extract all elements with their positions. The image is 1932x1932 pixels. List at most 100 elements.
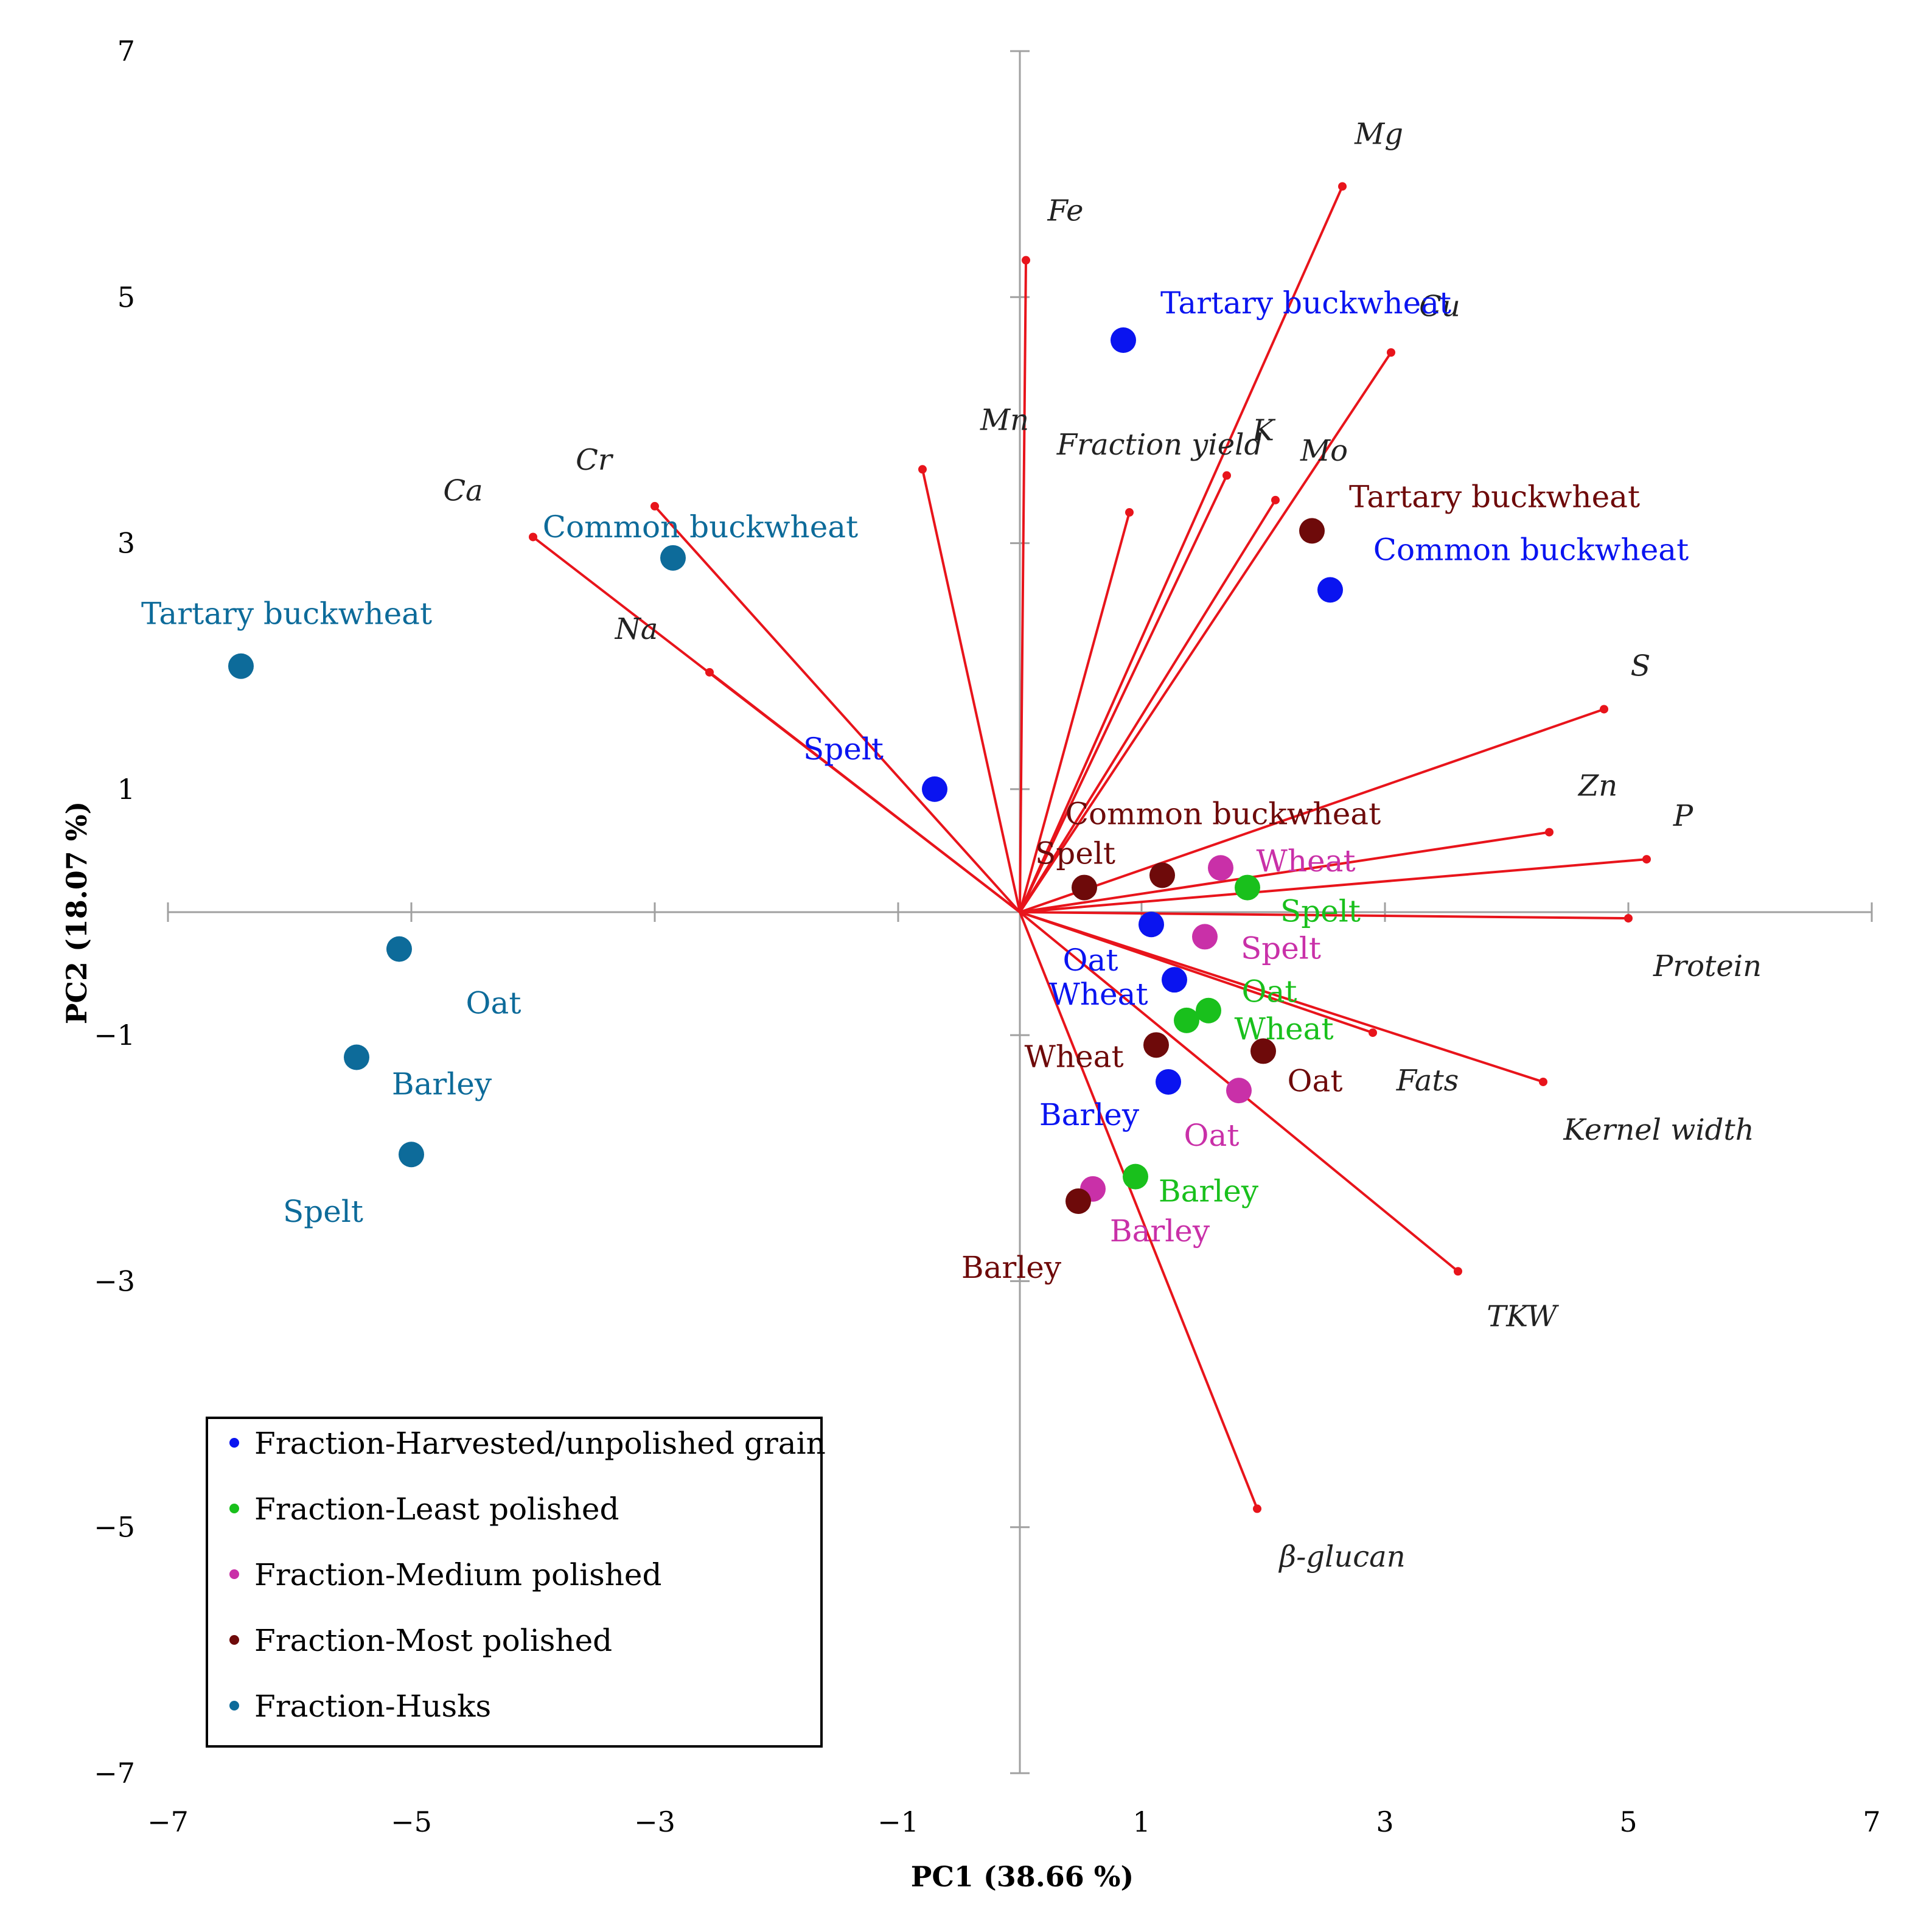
score-point-label: Common buckwheat [543,509,858,545]
x-tick-label: 7 [1863,1805,1880,1838]
score-point-label: Oat [466,986,521,1021]
score-point [1123,1164,1148,1190]
loading-label: Mo [1300,434,1348,468]
legend-marker [229,1701,239,1711]
legend-entry: Fraction-Most polished [254,1623,612,1658]
loading-label: Zn [1577,769,1617,803]
loading-tip [1222,471,1231,480]
loading-tip [1642,855,1651,863]
x-tick-label: −1 [877,1805,919,1838]
loading-tip [1338,182,1347,190]
loading-label: Protein [1653,949,1762,983]
loading-tip [705,668,714,677]
loading-tip [1454,1267,1462,1275]
loading-label: Ca [443,473,483,507]
loading-vector [655,506,1020,912]
y-tick-label: −5 [94,1511,135,1544]
score-points: Tartary buckwheat Common buckwheat Spelt Oa… [141,285,1689,1285]
loading-vector [710,672,1020,912]
score-point-label: Spelt [803,731,884,767]
loading-label: K [1252,413,1276,447]
loading-tip [1624,914,1633,922]
score-point [1156,1069,1181,1095]
loading-label: S [1631,649,1651,683]
loading-vector [922,469,1020,912]
score-point-label: Barley [392,1067,492,1102]
legend-entry: Fraction-Husks [254,1689,491,1724]
biplot-chart: −7 −5 −3 −1 1 3 5 77531−1−3−5−7 PC1 (38.66 %) P… [0,0,1932,1932]
score-point-label: Tartary buckwheat [141,596,432,632]
score-point-label: Oat [1063,943,1118,978]
loading-label: Na [615,612,658,646]
score-point-label: Tartary buckwheat [1349,479,1640,514]
score-point [1317,577,1343,602]
score-point-label: Wheat [1024,1039,1123,1074]
loading-tip [918,465,927,473]
score-point [1139,912,1164,937]
score-point [386,936,412,962]
loading-tip [1600,705,1608,713]
score-point [1192,924,1218,949]
score-point-label: Common buckwheat [1065,796,1381,831]
loading-label: Kernel width [1563,1113,1754,1147]
score-point [1149,862,1175,888]
score-point-label: Barley [1039,1097,1140,1132]
score-point-label: Barley [961,1250,1062,1285]
loading-tip [1253,1504,1261,1513]
loading-label: β-glucan [1278,1540,1405,1574]
score-point-label: Barley [1110,1213,1210,1249]
loading-tip [1539,1078,1547,1086]
x-tick-label: 3 [1376,1805,1393,1838]
score-point-label: Spelt [1035,836,1115,871]
loading-tip [1545,828,1554,837]
score-point-label: Wheat [1048,977,1148,1012]
y-axis-title: PC2 (18.07 %) [60,801,93,1025]
legend-marker [229,1635,239,1645]
legend-marker [229,1438,239,1448]
y-tick-label: 7 [117,35,135,68]
loading-label: Fats [1396,1064,1459,1098]
score-point [1111,327,1136,353]
loading-label: Cr [576,443,614,477]
loading-label: Mg [1354,117,1403,151]
legend-entry: Fraction-Harvested/unpolished grain [254,1426,826,1461]
score-point-label: Tartary buckwheat [1160,285,1451,321]
score-point-label: Spelt [1280,894,1361,929]
score-point-label: Wheat [1234,1011,1333,1047]
x-tick-label: 5 [1619,1805,1637,1838]
score-point [1174,1008,1199,1033]
loading-tip [1271,496,1280,504]
score-point [1250,1038,1276,1064]
loading-tip [1369,1028,1377,1037]
score-point-label: Oat [1184,1118,1240,1153]
legend-marker [229,1569,239,1579]
score-point [660,545,686,571]
y-tick-label: −1 [94,1019,135,1051]
loading-label: Fe [1047,194,1083,228]
x-tick-label: −7 [147,1805,189,1838]
x-tick-label: −5 [391,1805,432,1838]
score-point [1065,1188,1091,1214]
score-point-label: Barley [1159,1174,1259,1209]
score-point-label: Oat [1242,974,1297,1010]
loading-tip [1022,256,1030,265]
score-point-label: Wheat [1256,843,1355,879]
score-point [1208,855,1233,881]
y-tick-label: −3 [94,1264,135,1297]
loading-tip [1387,348,1395,357]
x-tick-label: −3 [634,1805,675,1838]
score-point [1143,1032,1169,1058]
legend-marker [229,1504,239,1513]
y-tick-label: 1 [117,773,135,806]
loading-label: TKW [1487,1299,1559,1333]
score-point [1196,998,1221,1024]
loading-tip [1125,508,1134,517]
score-point-label: Spelt [1241,930,1321,966]
x-axis-title: PC1 (38.66 %) [911,1860,1134,1893]
y-tick-label: −7 [94,1757,135,1790]
score-point [1162,967,1187,992]
score-point [1072,875,1097,901]
loading-label: P [1673,799,1693,833]
score-point [228,654,254,679]
score-point [344,1045,369,1070]
